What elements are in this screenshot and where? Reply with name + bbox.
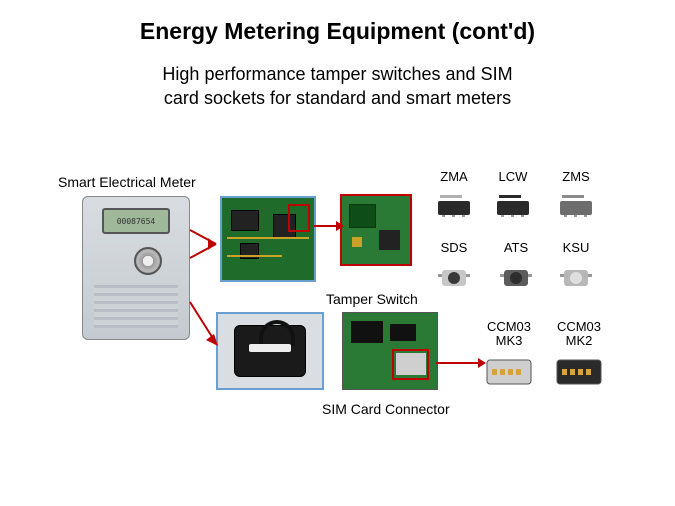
part-label-CCM03_MK3: CCM03MK3	[484, 320, 534, 349]
label-tamper-switch: Tamper Switch	[326, 291, 418, 307]
sim-socket-icon	[484, 354, 534, 390]
image-meter-pcb	[220, 196, 316, 282]
part-label-CCM03_MK2: CCM03MK2	[554, 320, 604, 349]
switch-thumb-LCW	[491, 187, 535, 221]
arrow-icon	[188, 300, 220, 350]
arrow-icon	[314, 218, 344, 234]
subtitle-line1: High performance tamper switches and SIM	[162, 64, 512, 84]
part-label-KSU: KSU	[554, 240, 598, 255]
tact-switch-icon	[436, 260, 472, 290]
cable-icon	[259, 320, 295, 346]
slide-subtitle: High performance tamper switches and SIM…	[0, 62, 675, 111]
switch-thumb-ZMS	[554, 187, 598, 221]
slide-title: Energy Metering Equipment (cont'd)	[0, 18, 675, 45]
part-label-SDS: SDS	[432, 240, 476, 255]
part-label-LCW: LCW	[491, 169, 535, 184]
part-label-ZMA: ZMA	[432, 169, 476, 184]
slide-title-text: Energy Metering Equipment (cont'd)	[140, 18, 535, 44]
tact-switch-icon	[558, 260, 594, 290]
microswitch-icon	[493, 191, 533, 217]
arrow-icon	[188, 224, 222, 264]
tact-switch-icon	[498, 260, 534, 290]
image-smart-meter: 00087654	[82, 196, 190, 340]
sim-socket-CCM03_MK3	[484, 354, 534, 390]
switch-thumb-KSU	[554, 258, 598, 292]
label-sim-connector: SIM Card Connector	[322, 401, 450, 417]
sim-socket-CCM03_MK2	[554, 354, 604, 390]
image-sim-module	[216, 312, 324, 390]
meter-dial-icon	[134, 247, 162, 275]
label-smart-meter: Smart Electrical Meter	[58, 174, 196, 190]
part-label-ATS: ATS	[494, 240, 538, 255]
image-sim-pcb	[342, 312, 438, 390]
subtitle-line2: card sockets for standard and smart mete…	[164, 88, 511, 108]
microswitch-icon	[556, 191, 596, 217]
switch-thumb-ZMA	[432, 187, 476, 221]
microswitch-icon	[434, 191, 474, 217]
part-label-ZMS: ZMS	[554, 169, 598, 184]
arrow-icon	[436, 356, 486, 370]
meter-lcd: 00087654	[102, 208, 170, 234]
meter-vents	[94, 285, 179, 328]
switch-thumb-SDS	[432, 258, 476, 292]
switch-thumb-ATS	[494, 258, 538, 292]
meter-lcd-readout: 00087654	[117, 217, 156, 226]
image-tamper-closeup	[340, 194, 412, 266]
sim-socket-icon	[554, 354, 604, 390]
